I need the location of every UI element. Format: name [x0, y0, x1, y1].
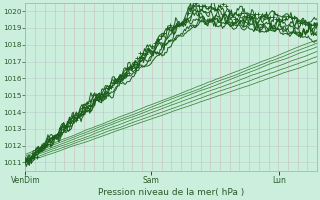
X-axis label: Pression niveau de la mer( hPa ): Pression niveau de la mer( hPa ) — [98, 188, 244, 197]
